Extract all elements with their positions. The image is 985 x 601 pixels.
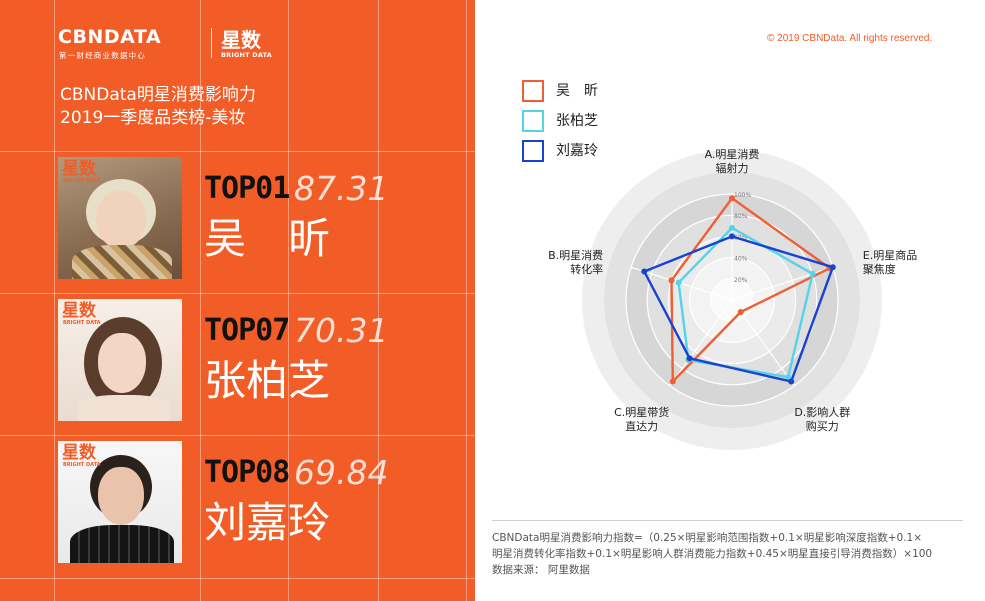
radar-chart: 20%40%60%80%100%A.明星消费辐射力E.明星商品聚焦度D.影响人群… xyxy=(548,147,917,450)
celebrity-name: 刘嘉玲 xyxy=(204,498,331,547)
radar-axis-label: A.明星消费 xyxy=(705,147,760,161)
radar-spoke xyxy=(669,299,733,387)
radar-axis-label: 转化率 xyxy=(570,262,603,276)
celebrity-name: 吴 昕 xyxy=(204,214,331,263)
celebrity-photo: 星数 BRIGHT DATA xyxy=(58,157,182,279)
photo-watermark: 星数 xyxy=(62,159,96,179)
legend-swatch xyxy=(522,110,544,132)
radar-data-point xyxy=(788,378,795,385)
ranking-card-1: 星数 BRIGHT DATA TOP01 87.31 吴 昕 xyxy=(58,157,458,283)
formula-line1: CBNData明星消费影响力指数=（0.25×明星影响范围指数+0.1×明星影响… xyxy=(492,532,923,544)
brand2-logo: 星数 xyxy=(221,28,261,52)
photo-watermark: 星数 xyxy=(62,301,96,321)
formula-note: CBNData明星消费影响力指数=（0.25×明星影响范围指数+0.1×明星影响… xyxy=(492,530,972,578)
legend-label: 刘嘉玲 xyxy=(556,143,598,159)
rank-score: 69.84 xyxy=(294,453,389,492)
radar-series-line xyxy=(643,235,834,383)
celebrity-photo: 星数 BRIGHT DATA xyxy=(58,441,182,563)
radar-axis-label: 辐射力 xyxy=(716,161,749,175)
photo-watermark-sub: BRIGHT DATA xyxy=(63,462,101,468)
radar-data-point xyxy=(737,309,744,316)
copyright-text: © 2019 CBNData. All rights reserved. xyxy=(767,33,933,44)
radar-axis-label: 购买力 xyxy=(806,419,839,433)
rank-score: 87.31 xyxy=(294,169,389,208)
grid-line xyxy=(0,435,475,436)
legend-swatch xyxy=(522,80,544,102)
report-title-line2: 2019一季度品类榜-美妆 xyxy=(60,108,246,128)
report-title-line1: CBNData明星消费影响力 xyxy=(60,85,256,105)
radar-axis-label: B.明星消费 xyxy=(548,248,603,262)
grid-line xyxy=(288,0,289,601)
radar-data-point xyxy=(809,270,816,277)
radar-axis-label: C.明星带货 xyxy=(614,405,669,419)
grid-line xyxy=(0,293,475,294)
ranking-card-3: 星数 BRIGHT DATA TOP08 69.84 刘嘉玲 xyxy=(58,441,458,567)
photo-watermark: 星数 xyxy=(62,443,96,463)
rank-score: 70.31 xyxy=(294,311,389,350)
grid-line xyxy=(0,151,475,152)
radar-spoke xyxy=(731,266,833,301)
ranking-card-2: 星数 BRIGHT DATA TOP07 70.31 张柏芝 xyxy=(58,299,458,425)
rank-label: TOP08 xyxy=(204,455,290,490)
radar-axis-label: E.明星商品 xyxy=(863,248,917,262)
ranking-panel: CBNDATA 第一财经商业数据中心 星数 BRIGHT DATA CBNDat… xyxy=(0,0,475,601)
radar-tick-label: 20% xyxy=(734,277,748,284)
radar-data-point xyxy=(729,224,735,231)
legend-swatch xyxy=(522,140,544,162)
rank-label: TOP07 xyxy=(204,313,290,348)
radar-data-point xyxy=(729,195,735,202)
radar-spoke xyxy=(631,266,733,301)
radar-data-point xyxy=(675,279,682,286)
brand2-subtitle: BRIGHT DATA xyxy=(221,51,272,59)
radar-data-point xyxy=(729,233,735,240)
legend-label: 张柏芝 xyxy=(556,113,598,129)
radar-series-line xyxy=(670,196,831,383)
radar-data-point xyxy=(686,355,693,362)
grid-line xyxy=(54,0,55,601)
grid-line xyxy=(0,578,475,579)
logo-subtitle: 第一财经商业数据中心 xyxy=(59,51,146,60)
data-source: 数据来源： 阿里数据 xyxy=(492,564,590,576)
rank-label: TOP01 xyxy=(204,171,290,206)
radar-axis-label: D.影响人群 xyxy=(794,405,850,419)
celebrity-photo: 星数 BRIGHT DATA xyxy=(58,299,182,421)
report-title: CBNData明星消费影响力 2019一季度品类榜-美妆 xyxy=(60,84,256,130)
radar-data-point xyxy=(669,378,676,385)
logo-separator xyxy=(211,28,212,58)
divider xyxy=(492,520,963,521)
logo-text: CBNDATA xyxy=(58,26,162,48)
formula-line2: 明星消费转化率指数+0.1×明星影响人群消费能力指数+0.45×明星直接引导消费… xyxy=(492,548,933,560)
legend-label: 吴 昕 xyxy=(556,83,598,99)
radar-data-point xyxy=(785,374,792,381)
radar-data-point xyxy=(641,268,648,275)
celebrity-name: 张柏芝 xyxy=(204,356,331,405)
radar-data-point xyxy=(829,264,836,271)
grid-line xyxy=(200,0,201,601)
radar-data-point xyxy=(668,277,675,284)
radar-tick-label: 80% xyxy=(734,213,748,220)
radar-axis-label: 聚焦度 xyxy=(863,262,896,276)
grid-line xyxy=(378,0,379,601)
photo-watermark-sub: BRIGHT DATA xyxy=(63,320,101,326)
photo-watermark-sub: BRIGHT DATA xyxy=(63,178,101,184)
radar-tick-label: 100% xyxy=(734,192,751,199)
radar-axis-label: 直达力 xyxy=(625,419,658,433)
radar-tick-label: 40% xyxy=(734,256,748,263)
grid-line xyxy=(466,0,467,601)
